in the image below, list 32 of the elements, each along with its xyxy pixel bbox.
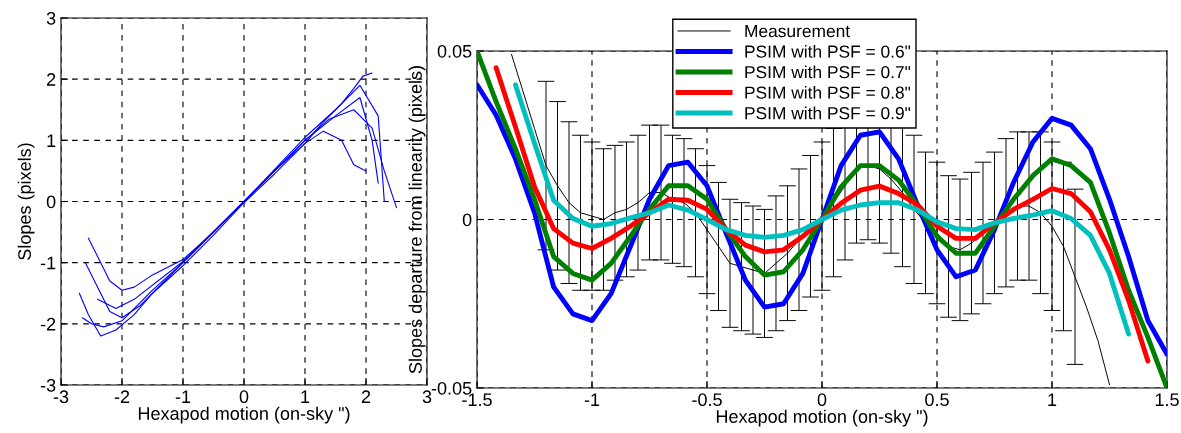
x-tick-label: 0.5	[925, 393, 949, 407]
x-tick-label: 3	[422, 390, 432, 404]
x-tick-label: -1	[584, 393, 600, 406]
x-tick-label: -1	[175, 390, 191, 403]
y-tick-label: -3	[40, 378, 56, 392]
y-tick-label: -0.05	[431, 381, 472, 395]
legend-label: PSIM with PSF = 0.9"	[745, 106, 911, 120]
x-tick-label: 1.5	[1155, 393, 1179, 407]
y-tick-label: 3	[46, 11, 56, 25]
x-tick-label: -0.5	[692, 393, 722, 407]
y-axis-title: Slopes departure from linearity (pixels)	[408, 66, 426, 374]
y-tick-label: 2	[47, 73, 56, 86]
x-tick-label: 0	[817, 393, 827, 407]
legend-label: Measurement	[745, 25, 850, 38]
x-tick-label: -1.5	[462, 393, 492, 407]
legend-label: PSIM with PSF = 0.8"	[745, 86, 911, 99]
y-tick-label: -1	[40, 256, 56, 270]
x-axis-title: Hexapod motion (on-sky ")	[716, 409, 928, 427]
y-tick-label: 0	[462, 213, 472, 227]
y-tick-label: 0.05	[437, 44, 472, 58]
x-tick-label: 0	[239, 390, 249, 404]
y-tick-label: 0	[46, 195, 56, 209]
legend-label: PSIM with PSF = 0.7"	[745, 65, 911, 79]
x-tick-label: -2	[114, 390, 130, 403]
x-tick-label: 1	[1048, 393, 1057, 406]
x-tick-label: 1	[301, 390, 310, 403]
y-axis-title: Slopes (pixels)	[17, 143, 35, 260]
x-axis-title: Hexapod motion (on-sky ")	[138, 406, 350, 424]
y-tick-label: -2	[40, 317, 56, 331]
legend-label: PSIM with PSF = 0.6"	[745, 44, 911, 58]
x-tick-label: 2	[361, 390, 371, 403]
y-tick-label: 1	[47, 134, 56, 147]
